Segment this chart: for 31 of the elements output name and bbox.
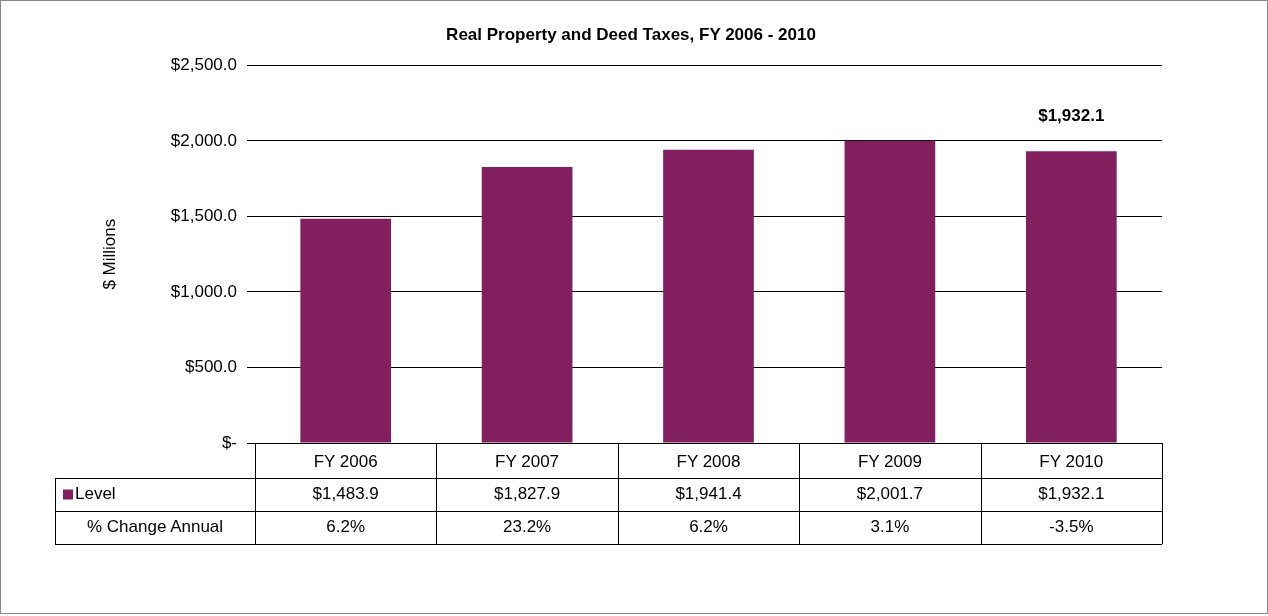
bar (1025, 151, 1117, 443)
y-tick-label: $1,500.0 (170, 206, 237, 226)
data-label: $1,932.1 (1038, 484, 1105, 504)
data-label: $1,483.9 (312, 484, 379, 504)
data-label: $2,001.7 (856, 484, 923, 504)
y-tick-label: $- (221, 432, 237, 452)
bar (481, 166, 573, 443)
data-label: $1,941.4 (675, 484, 742, 504)
chart-title: Real Property and Deed Taxes, FY 2006 - 2010 (446, 24, 816, 44)
y-tick-label: $500.0 (185, 357, 237, 377)
y-tick-label: $2,500.0 (170, 55, 237, 75)
text: 6.2% (689, 517, 728, 537)
annotation: $1,932.1 (1038, 106, 1105, 126)
x-tick-label: FY 2009 (857, 451, 922, 471)
bar (663, 149, 754, 443)
legend-label: Level (75, 484, 116, 504)
y-axis-title: $ Millions (99, 218, 119, 290)
x-tick-label: FY 2007 (495, 451, 560, 471)
y-tick-label: $2,000.0 (170, 130, 237, 150)
data-label: $1,827.9 (494, 484, 561, 504)
text: % Change Annual (86, 517, 224, 537)
text: 23.2% (503, 517, 552, 537)
x-tick-label: FY 2006 (313, 451, 378, 471)
bar (300, 218, 392, 443)
x-tick-label: FY 2008 (676, 451, 741, 471)
text: -3.5% (1049, 517, 1094, 537)
text: 6.2% (326, 517, 366, 537)
y-tick-label: $1,000.0 (170, 281, 237, 301)
text: 3.1% (870, 517, 910, 537)
x-tick-label: FY 2010 (1039, 451, 1104, 471)
bar (844, 140, 936, 443)
